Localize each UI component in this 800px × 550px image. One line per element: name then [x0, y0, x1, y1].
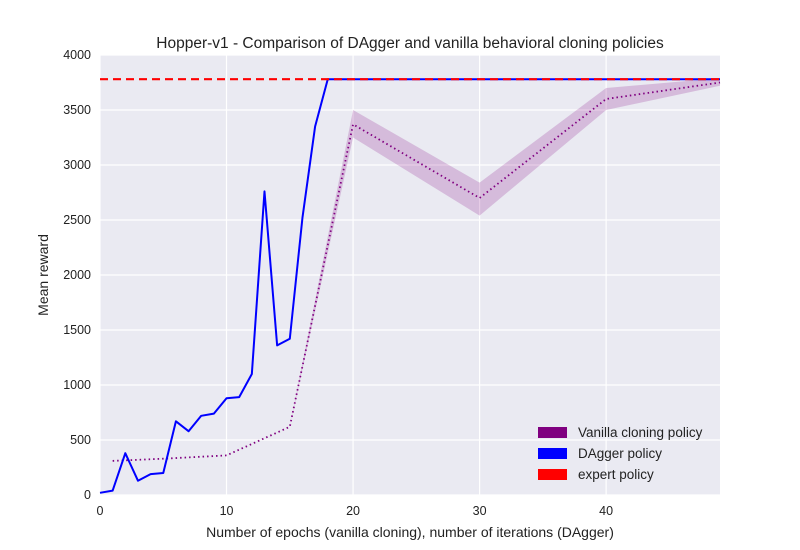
legend-swatch	[538, 469, 567, 480]
legend-label: Vanilla cloning policy	[578, 425, 703, 440]
y-tick-label: 3500	[63, 103, 91, 117]
legend-swatch	[538, 448, 567, 459]
legend: Vanilla cloning policy DAgger policy exper…	[538, 425, 703, 482]
series-line	[112, 81, 721, 462]
y-tick-label: 500	[70, 433, 91, 447]
y-tick-label: 1000	[63, 378, 91, 392]
y-tick-label: 4000	[63, 48, 91, 62]
x-axis-label: Number of epochs (vanilla cloning), numb…	[206, 524, 614, 540]
x-tick-labels: 0 10 20 30 40	[97, 504, 614, 518]
legend-label: DAgger policy	[578, 446, 662, 461]
legend-swatch	[538, 427, 567, 438]
x-tick-label: 20	[346, 504, 360, 518]
y-tick-label: 2500	[63, 213, 91, 227]
y-tick-label: 0	[84, 488, 91, 502]
confidence-band	[112, 78, 720, 461]
x-tick-label: 30	[473, 504, 487, 518]
series-line	[99, 78, 720, 494]
x-tick-label: 0	[97, 504, 104, 518]
legend-label: expert policy	[578, 467, 654, 482]
x-tick-label: 10	[220, 504, 234, 518]
x-tick-label: 40	[599, 504, 613, 518]
series-lines	[99, 78, 721, 494]
y-tick-labels: 0 500 1000 1500 2000 2500 3000 3500 4000	[63, 48, 91, 502]
y-tick-label: 3000	[63, 158, 91, 172]
confidence-bands	[112, 78, 720, 461]
y-tick-label: 1500	[63, 323, 91, 337]
chart-title: Hopper-v1 - Comparison of DAgger and van…	[156, 35, 664, 52]
y-axis-label: Mean reward	[35, 234, 51, 316]
grid	[99, 54, 720, 496]
y-tick-label: 2000	[63, 268, 91, 282]
